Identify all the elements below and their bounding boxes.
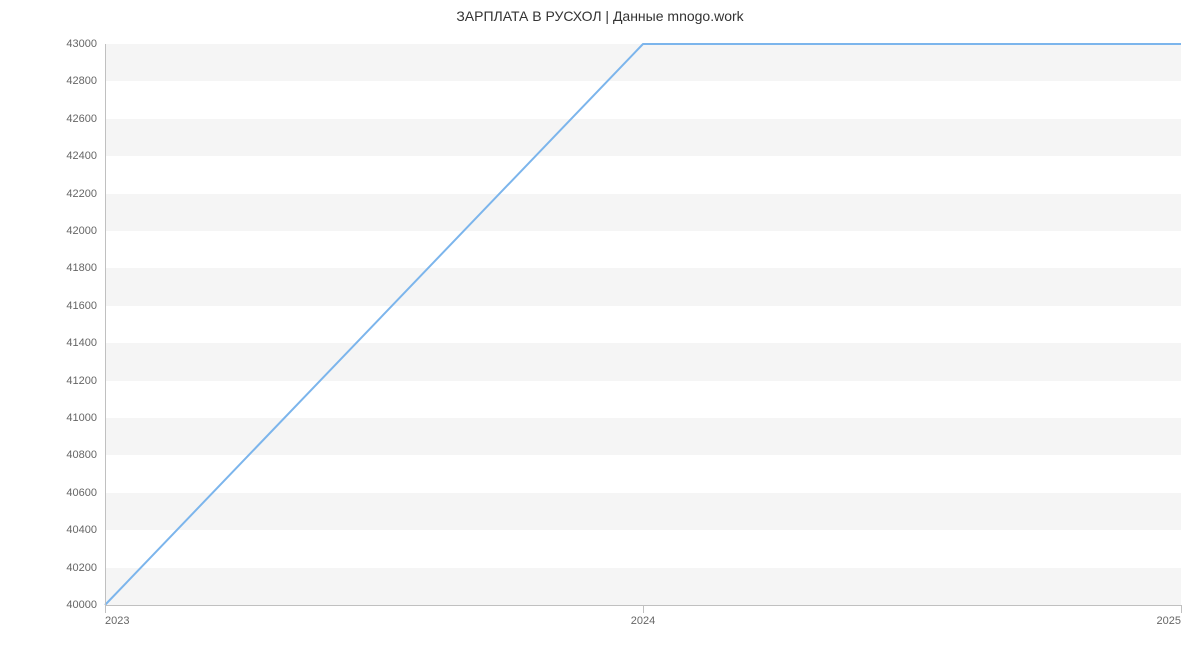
x-tick-mark bbox=[643, 605, 644, 613]
y-tick-label: 41000 bbox=[66, 412, 97, 424]
y-tick-label: 41200 bbox=[66, 375, 97, 387]
y-tick-label: 40800 bbox=[66, 449, 97, 461]
y-tick-label: 42600 bbox=[66, 113, 97, 125]
x-tick-label: 2023 bbox=[105, 615, 129, 627]
y-tick-label: 40600 bbox=[66, 487, 97, 499]
y-tick-label: 42400 bbox=[66, 150, 97, 162]
series-line-salary bbox=[105, 44, 1181, 605]
x-tick-label: 2024 bbox=[631, 615, 655, 627]
y-tick-label: 41600 bbox=[66, 300, 97, 312]
y-tick-label: 41800 bbox=[66, 262, 97, 274]
salary-line-chart: ЗАРПЛАТА В РУСХОЛ | Данные mnogo.work 40… bbox=[0, 0, 1200, 650]
y-tick-label: 43000 bbox=[66, 38, 97, 50]
x-tick-mark bbox=[105, 605, 106, 613]
y-tick-label: 40400 bbox=[66, 524, 97, 536]
line-layer bbox=[105, 44, 1181, 605]
y-tick-label: 40200 bbox=[66, 562, 97, 574]
y-tick-label: 41400 bbox=[66, 337, 97, 349]
x-tick-label: 2025 bbox=[1157, 615, 1181, 627]
plot-area: 4000040200404004060040800410004120041400… bbox=[105, 44, 1181, 605]
y-tick-label: 42000 bbox=[66, 225, 97, 237]
x-axis-line bbox=[105, 605, 1181, 606]
chart-title: ЗАРПЛАТА В РУСХОЛ | Данные mnogo.work bbox=[0, 8, 1200, 24]
x-tick-mark bbox=[1181, 605, 1182, 613]
y-tick-label: 40000 bbox=[66, 599, 97, 611]
y-axis-line bbox=[105, 44, 106, 605]
y-tick-label: 42200 bbox=[66, 188, 97, 200]
y-tick-label: 42800 bbox=[66, 75, 97, 87]
